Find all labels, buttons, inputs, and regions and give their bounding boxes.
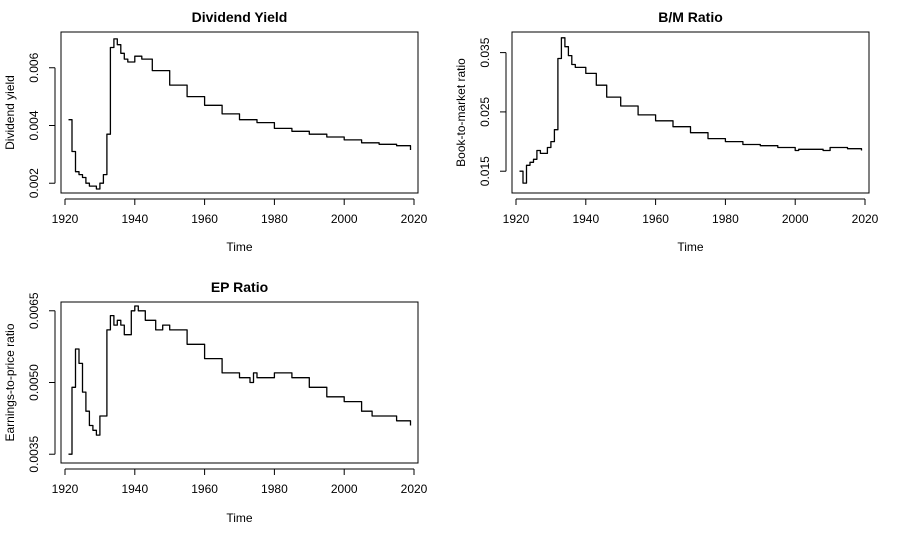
plot-frame [60, 301, 419, 464]
x-tick-label: 1920 [52, 482, 79, 496]
y-tick-label: 0.0050 [27, 364, 41, 401]
chart-title: B/M Ratio [658, 9, 723, 25]
y-axis-label: Book-to-market ratio [454, 58, 468, 167]
x-tick-label: 1940 [121, 482, 148, 496]
series-line [68, 38, 412, 190]
series-line [68, 305, 412, 455]
x-tick-label: 2000 [331, 212, 358, 226]
x-tick-label: 1960 [191, 482, 218, 496]
panel-dividend-yield: Dividend Yield 1920 1940 1960 1980 2000 2020 0.… [3, 9, 428, 254]
y-tick-label: 0.035 [478, 37, 492, 67]
panel-bm-ratio: B/M Ratio 1920 1940 1960 1980 2000 2020 0.015 0.… [454, 9, 879, 254]
x-tick-label: 2000 [782, 212, 809, 226]
y-axis-label: Earnings-to-price ratio [3, 323, 17, 441]
y-tick-label: 0.004 [27, 110, 41, 140]
x-tick-label: 1940 [572, 212, 599, 226]
y-tick-label: 0.025 [478, 97, 492, 127]
x-tick-label: 1940 [121, 212, 148, 226]
x-axis-label: Time [226, 240, 253, 254]
panel-ep-ratio: EP Ratio 1920 1940 1960 1980 2000 2020 0.0035 0.… [3, 279, 428, 525]
x-tick-label: 2020 [401, 212, 428, 226]
x-tick-label: 2020 [401, 482, 428, 496]
y-tick-label: 0.002 [27, 168, 41, 198]
chart-title: Dividend Yield [192, 9, 288, 25]
x-tick-label: 1960 [642, 212, 669, 226]
series-line [519, 37, 863, 184]
chart-title: EP Ratio [211, 279, 268, 295]
x-tick-label: 1960 [191, 212, 218, 226]
x-tick-label: 1980 [261, 482, 288, 496]
plot-frame [511, 31, 870, 194]
x-tick-label: 2000 [331, 482, 358, 496]
y-tick-label: 0.0065 [27, 292, 41, 329]
x-tick-label: 1980 [712, 212, 739, 226]
x-tick-label: 1920 [52, 212, 79, 226]
x-axis-label: Time [677, 240, 704, 254]
x-axis-label: Time [226, 511, 253, 525]
y-axis-label: Dividend yield [3, 75, 17, 150]
y-tick-label: 0.015 [478, 156, 492, 186]
y-tick-label: 0.006 [27, 52, 41, 82]
x-tick-label: 2020 [852, 212, 879, 226]
y-tick-label: 0.0035 [27, 436, 41, 473]
x-tick-label: 1920 [503, 212, 530, 226]
plot-frame [60, 31, 419, 194]
x-tick-label: 1980 [261, 212, 288, 226]
